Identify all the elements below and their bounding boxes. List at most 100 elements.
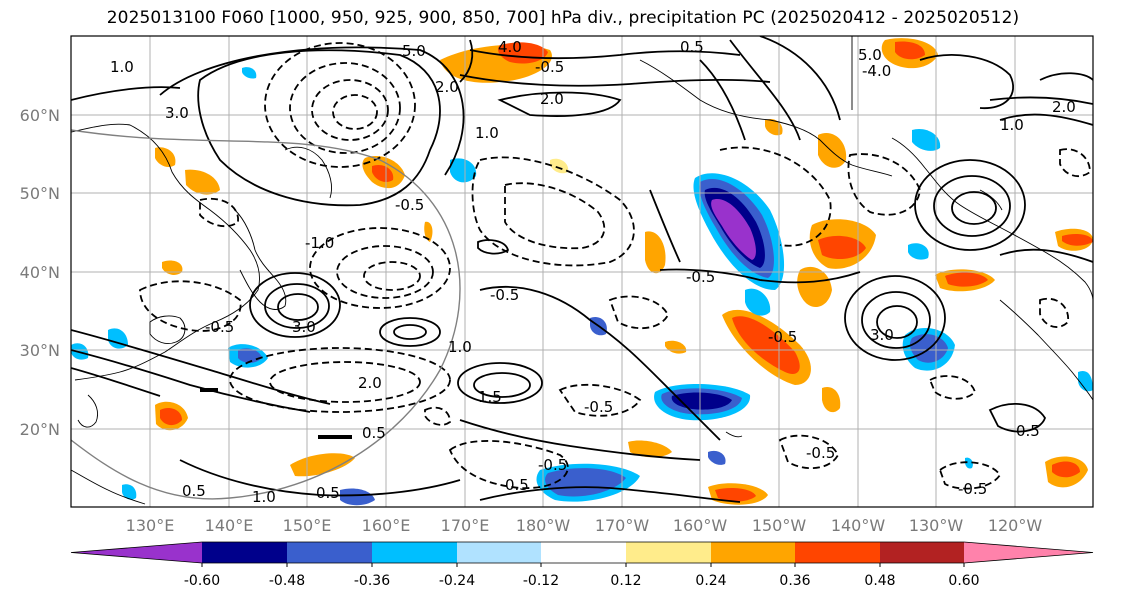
contour-line [479,286,721,441]
chart-title: 2025013100 F060 [1000, 950, 925, 900, 85… [106,8,1020,28]
precip-negative-area [908,243,929,260]
lon-label: 180°W [516,516,571,535]
contour-line [1039,297,1069,328]
colorbar-tick-label: 0.48 [864,573,895,589]
contour-line [71,367,161,397]
contour-line [928,375,977,400]
contour-line [719,146,832,247]
contour-line [229,347,451,413]
colorbar-segment [287,542,372,563]
contour-line [933,175,1011,237]
contour-label: -0.5 [490,286,519,304]
contour-line [159,46,465,176]
colorbar: -0.60 -0.48 -0.36 -0.24 -0.12 0.12 0.24 0.36 0.4… [70,541,1094,589]
longitude-labels: 130°E 140°E 150°E 160°E 170°E 180°W 170°… [126,516,1043,535]
contour-line [471,156,635,267]
precip-positive-area [372,164,394,183]
colorbar-segment [71,542,202,563]
contour-line [497,91,622,117]
lon-label: 140°E [205,516,254,535]
contour-label: 2.0 [1052,98,1076,116]
lat-label: 20°N [20,420,60,439]
contour-label: 1.0 [475,124,499,142]
precip-positive-area [818,132,847,168]
coastline [77,394,99,428]
contour-line [311,79,389,141]
coastline [999,299,1093,401]
great-circle [71,129,461,500]
contour-line [699,59,746,141]
contour-line [393,324,427,340]
contour-line [759,36,841,121]
colorbar-ticks: -0.60 -0.48 -0.36 -0.24 -0.12 0.12 0.24 0.36 0.4… [184,563,980,589]
precip-negative-area [1078,370,1093,392]
precip-negative-area [745,288,771,316]
contour-line [729,39,801,141]
contour-line [179,459,461,497]
contour-label: 0.5 [316,484,340,502]
precipitation-shading [71,38,1093,506]
contour-label: 3.0 [292,318,316,336]
contour-line [844,275,946,361]
contour-line [457,362,543,404]
coastline [725,431,743,438]
precip-negative-area [122,484,137,500]
contour-label: 2.0 [540,90,564,108]
contour-line [309,227,451,309]
contour-label: 3.0 [870,326,894,344]
colorbar-segment [202,542,287,563]
contour-line [459,419,701,461]
contour-label: 4.0 [498,38,522,56]
precip-negative-area [340,488,375,506]
precip-positive-area [290,453,355,477]
contour-line [277,293,319,321]
lon-label: 150°W [752,516,807,535]
contour-line [336,245,434,299]
colorbar-tick-label: 0.24 [695,573,726,589]
contour-label: 1.0 [110,58,134,76]
precip-positive-area [1062,234,1093,246]
precip-positive-area [162,260,183,275]
contour-label: -0.5 [686,268,715,286]
colorbar-tick-label: 0.36 [779,573,810,589]
lat-label: 30°N [20,341,60,360]
precip-negative-area [671,392,732,410]
map-frame [70,35,1094,508]
coastline [639,59,893,177]
contour-label: -0.5 [958,480,987,498]
contour-line [459,74,771,87]
contour-line [477,239,510,255]
contour-label: -0.5 [806,444,835,462]
contour-label: 3.0 [165,104,189,122]
contour-label: -0.5 [395,196,424,214]
contour-line [448,440,569,489]
lon-label: 170°E [441,516,490,535]
contour-line [919,54,1015,109]
contour-line [847,153,921,216]
contour-line [999,248,1093,263]
contour-label: -0.5 [205,318,234,336]
lon-label: 140°W [831,516,886,535]
colorbar-tick-label: -0.60 [184,573,220,589]
colorbar-segment [880,542,964,563]
contour-line [71,329,331,405]
contour-label: 1.0 [252,488,276,506]
contour-label: 0.5 [1016,422,1040,440]
colorbar-tick-label: -0.24 [439,573,475,589]
contour-line [264,283,330,329]
lon-label: 150°E [283,516,332,535]
colorbar-segment [541,542,626,563]
contour-label: 5.0 [858,46,882,64]
precip-positive-area [160,408,182,426]
map-panel [71,36,1093,507]
contour-label: 1.5 [478,388,502,406]
lat-label: 40°N [20,263,60,282]
contour-line [269,361,421,403]
contour-label: -0.5 [535,58,564,76]
contour-label: 0.5 [505,476,529,494]
contour-line [649,189,681,263]
contour-labels: 5.0 4.0 1.0 3.0 2.0 0.5 -0.5 1.0 -0.5 3.… [110,38,1076,506]
contour-line [989,96,1093,105]
contour-label: 0.5 [362,424,386,442]
contour-line [71,349,311,413]
